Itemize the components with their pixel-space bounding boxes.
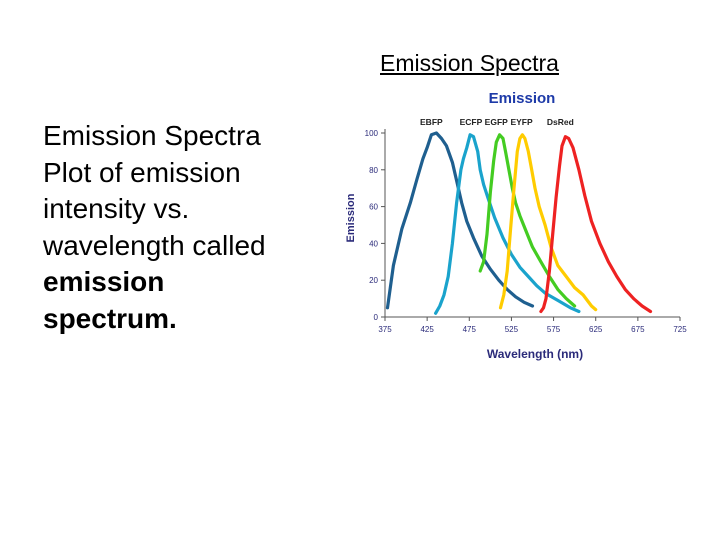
x-tick-label: 475	[463, 325, 477, 334]
series-line-dsred	[539, 135, 653, 314]
chart-axes: 0 20 40 60 80 100 375 425 475 525 575 625 675 725	[365, 129, 687, 334]
y-tick-label: 20	[369, 276, 378, 285]
chart-title: Emission	[489, 90, 556, 107]
series-label-dsred: DsRed	[547, 117, 574, 127]
series-line-ecfp	[434, 133, 581, 315]
y-tick-label: 100	[365, 129, 379, 138]
y-tick-label: 40	[369, 239, 378, 248]
series-label-ebfp: EBFP	[420, 117, 443, 127]
emission-chart: Emission 0 20 40 60 80 100 375 425 475 525 575 625 6…	[345, 90, 687, 361]
y-tick-label: 80	[369, 166, 378, 175]
body-text-bold-spectrum: spectrum.	[43, 302, 177, 334]
slide-title: Emission Spectra	[380, 50, 559, 76]
chart-series-layer	[385, 131, 653, 315]
x-tick-label: 675	[631, 325, 645, 334]
series-label-ecfp: ECFP	[460, 117, 483, 127]
body-text-plain: Emission Spectra Plot of emission intens…	[43, 120, 266, 261]
y-tick-label: 0	[374, 313, 379, 322]
x-tick-label: 575	[547, 325, 561, 334]
series-label-eyfp: EYFP	[510, 117, 533, 127]
x-tick-label: 525	[505, 325, 519, 334]
chart-series-labels: EBFP ECFP EGFP EYFP DsRed	[420, 117, 574, 127]
x-tick-label: 375	[378, 325, 392, 334]
series-line-eyfp	[498, 133, 598, 312]
x-tick-label: 725	[673, 325, 687, 334]
x-tick-label: 625	[589, 325, 603, 334]
y-tick-label: 60	[369, 203, 378, 212]
x-axis-label: Wavelength (nm)	[487, 347, 583, 361]
series-line-ebfp	[385, 131, 535, 310]
y-axis-label: Emission	[345, 193, 357, 242]
body-text-bold-emission: emission	[43, 266, 165, 297]
body-text: Emission Spectra Plot of emission intens…	[43, 118, 278, 337]
x-tick-label: 425	[420, 325, 434, 334]
series-label-egfp: EGFP	[485, 117, 508, 127]
